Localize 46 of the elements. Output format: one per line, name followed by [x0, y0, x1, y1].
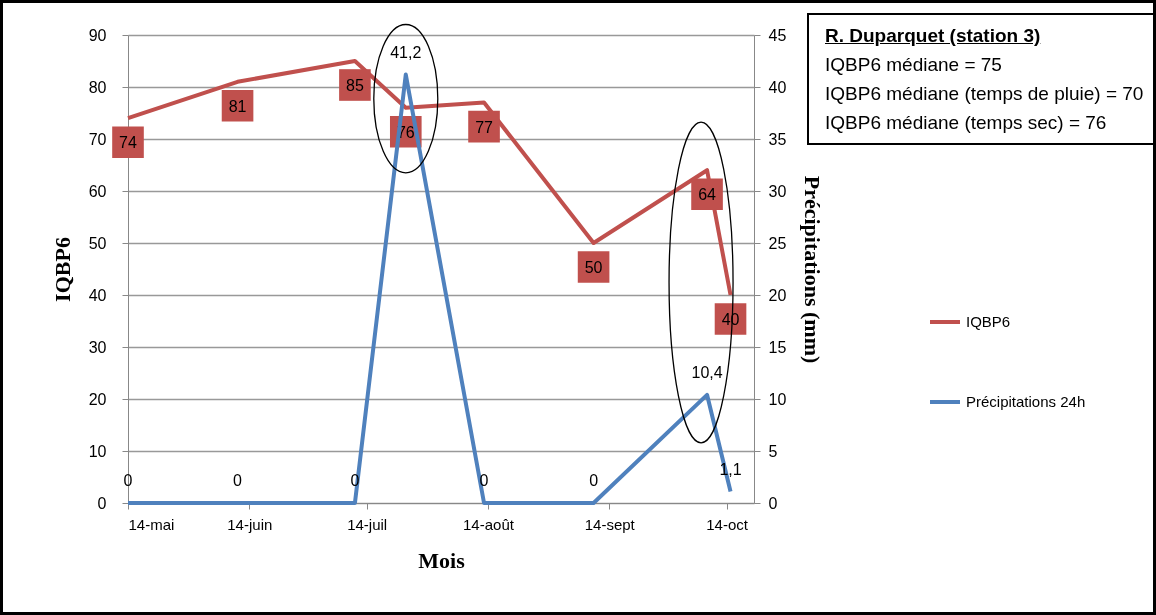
y-tick-label: 80 — [88, 78, 107, 96]
text: IQBP6 médiane (temps sec) = 76 — [825, 111, 1108, 135]
data-label: 74 — [119, 134, 137, 152]
x-tick-label: 14-août — [463, 515, 515, 533]
data-label: 81 — [228, 97, 247, 115]
y-tick-label: 90 — [88, 26, 107, 44]
data-label: 10,4 — [691, 363, 723, 381]
x-tick-label: 14-mai — [128, 515, 175, 533]
data-label: 41,2 — [390, 43, 422, 61]
data-label: 0 — [123, 472, 133, 489]
text: R. Duparquet (station 3) — [825, 24, 1042, 48]
y2-tick-label: 5 — [768, 442, 778, 460]
x-tick-label: 14-sept — [584, 515, 636, 533]
y2-tick-label: 20 — [768, 286, 787, 304]
data-label: 85 — [346, 77, 364, 94]
y-tick-label: 60 — [88, 182, 107, 200]
y2-tick-label: 25 — [768, 234, 787, 252]
y2-tick-label: 45 — [768, 26, 787, 44]
y2-tick-label: 30 — [768, 182, 787, 200]
y2-tick-label: 15 — [768, 338, 787, 356]
x-tick-label: 14-oct — [706, 515, 749, 533]
data-label: 50 — [584, 259, 603, 276]
y-tick-label: 10 — [88, 442, 107, 460]
data-label: 77 — [475, 118, 494, 136]
x-tick-label: 14-juin — [227, 515, 273, 533]
y-tick-label: 20 — [88, 390, 107, 408]
y-tick-label: 50 — [88, 234, 107, 252]
y-tick-label: 40 — [88, 286, 107, 304]
y-tick-label: 70 — [88, 130, 107, 148]
y2-tick-label: 40 — [768, 78, 787, 96]
text: IQBP6 médiane (temps de pluie) = 70 — [825, 82, 1145, 106]
y2-tick-label: 10 — [768, 390, 787, 408]
legend-label: Précipitations 24h — [966, 393, 1086, 410]
text: IQBP6 médiane = 75 — [825, 53, 1003, 77]
y2-tick-label: 35 — [768, 130, 787, 148]
y-tick-label: 30 — [88, 338, 107, 356]
y2-axis-title: Précipitations (mm) — [800, 175, 826, 364]
legend-label: IQBP6 — [966, 313, 1011, 330]
data-label: 64 — [698, 186, 717, 204]
y-axis-title: IQBP6 — [49, 237, 75, 302]
data-label: 0 — [589, 472, 599, 489]
x-axis-title: Mois — [418, 547, 466, 573]
x-tick-label: 14-juil — [347, 515, 388, 533]
y-tick-label: 0 — [97, 494, 107, 512]
y2-tick-label: 0 — [768, 494, 778, 512]
data-label: 0 — [233, 472, 243, 489]
